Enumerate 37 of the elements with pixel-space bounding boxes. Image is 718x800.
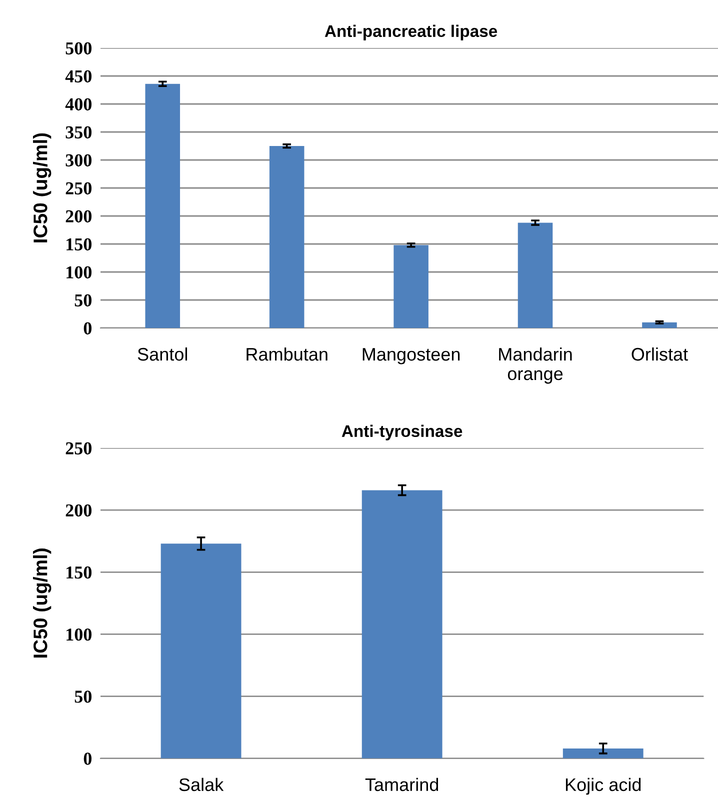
bar <box>160 544 242 758</box>
y-tick-label: 350 <box>66 126 92 138</box>
y-tick-label: 200 <box>66 504 92 517</box>
bar <box>269 146 304 328</box>
bar <box>362 490 442 758</box>
bar <box>145 84 180 328</box>
y-tick-label: 50 <box>74 690 92 703</box>
x-tick-label: Rambutan <box>246 347 328 361</box>
y-tick-label: 150 <box>66 238 92 250</box>
y-tick-label: 250 <box>66 182 92 194</box>
bar <box>518 222 553 328</box>
x-tick-label: Salak <box>179 778 224 792</box>
x-tick-label: Kojic acid <box>566 778 641 795</box>
y-tick-label: 500 <box>66 42 92 54</box>
y-axis-title: IC50 (ug/ml) <box>33 133 52 242</box>
bar <box>562 748 644 758</box>
y-tick-label: 250 <box>66 442 92 454</box>
x-tick-label: Mandarin orange <box>499 347 572 384</box>
x-tick-label: Tamarind <box>365 778 438 792</box>
bar <box>642 322 677 328</box>
y-tick-label: 150 <box>66 566 92 579</box>
y-axis-title: IC50 (ug/ml) <box>33 548 52 658</box>
chart-title: Anti-tyrosinase <box>342 424 462 440</box>
y-tick-label: 200 <box>66 210 92 222</box>
y-tick-label: 450 <box>65 70 92 82</box>
y-tick-label: 400 <box>65 98 92 110</box>
y-tick-label: 0 <box>84 322 92 334</box>
y-tick-label: 0 <box>84 752 92 765</box>
y-tick-label: 100 <box>66 266 92 278</box>
bar <box>394 245 428 328</box>
y-tick-label: 100 <box>66 628 92 641</box>
y-tick-label: 300 <box>66 154 92 166</box>
x-tick-label: Mangosteen <box>362 348 460 364</box>
x-tick-label: Orlistat <box>632 347 688 361</box>
x-tick-label: Santol <box>138 347 188 361</box>
y-tick-label: 50 <box>74 294 92 306</box>
chart-title: Anti-pancreatic lipase <box>324 24 498 40</box>
